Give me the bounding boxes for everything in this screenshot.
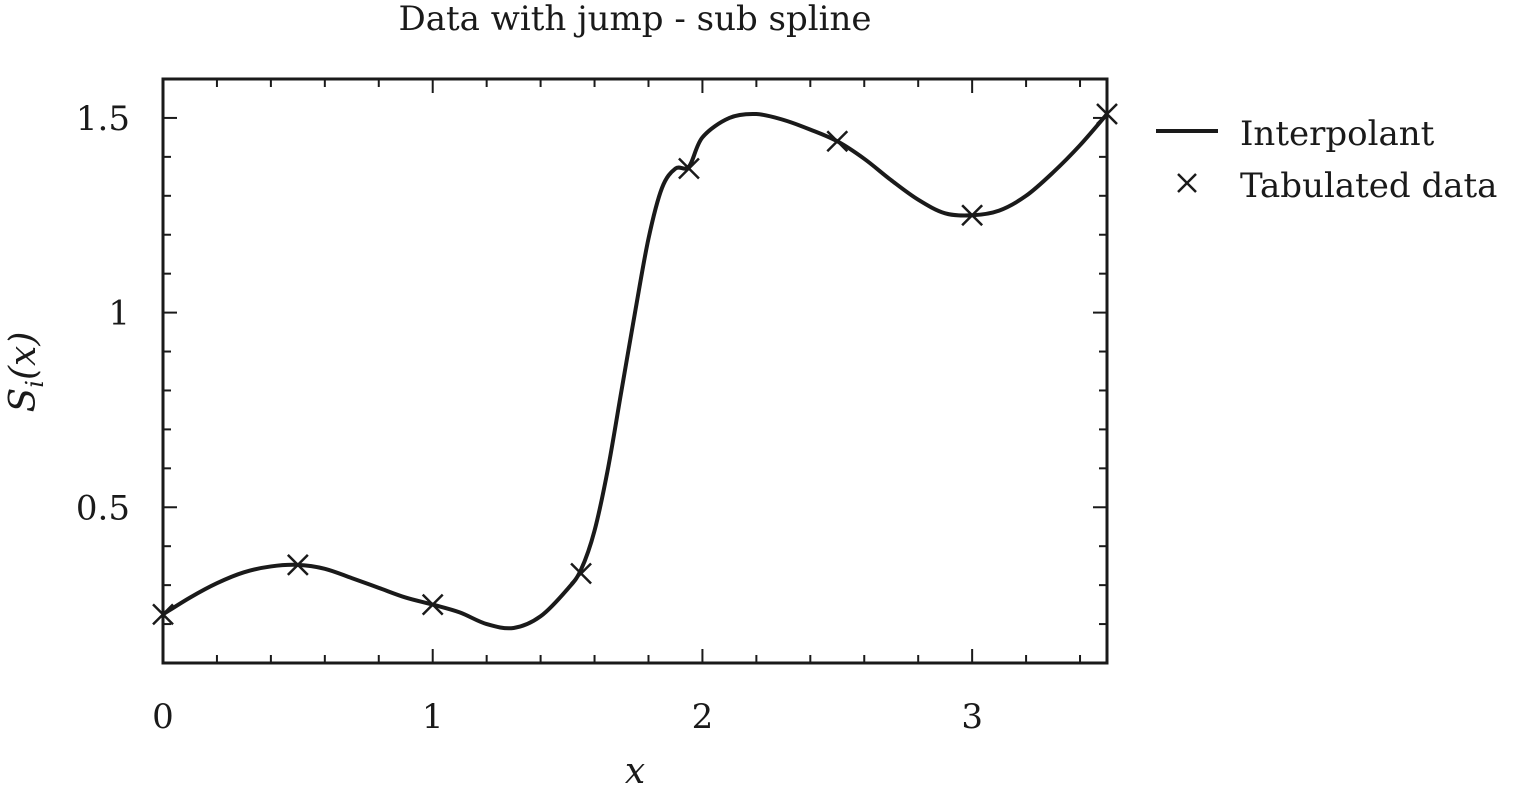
data-point-marker [152, 603, 174, 626]
data-point-marker [286, 554, 309, 576]
x-axis-label: x [625, 751, 645, 787]
interpolant-line [161, 111, 1109, 631]
y-axis-label: Si(x) [3, 332, 49, 413]
data-point-marker [961, 204, 984, 227]
y-tick-label: 1.5 [76, 99, 130, 139]
data-point-marker [421, 593, 444, 616]
ticks [162, 79, 1107, 663]
x-tick-label: 0 [152, 697, 174, 737]
data-point-marker [1096, 103, 1118, 125]
x-tick-label: 2 [692, 697, 714, 737]
legend-label-tabulated-data: Tabulated data [1240, 166, 1497, 206]
legend-marker-swatch [1177, 173, 1197, 193]
plot-frame [161, 77, 1109, 665]
data-point-marker [826, 130, 849, 153]
legend-label-interpolant: Interpolant [1240, 114, 1435, 154]
x-tick-label: 3 [961, 697, 983, 737]
y-tick-label: 0.5 [76, 488, 130, 528]
data-point-marker [570, 562, 592, 585]
x-tick-label: 1 [422, 697, 444, 737]
data-point-marker [678, 157, 700, 180]
tick-labels: 0 1 2 3 0.5 1 1.5 [76, 99, 983, 737]
y-tick-label: 1 [108, 294, 130, 334]
chart-title: Data with jump - sub spline [398, 0, 871, 39]
legend: Interpolant Tabulated data [1156, 114, 1497, 206]
tabulated-data-markers [152, 103, 1118, 626]
